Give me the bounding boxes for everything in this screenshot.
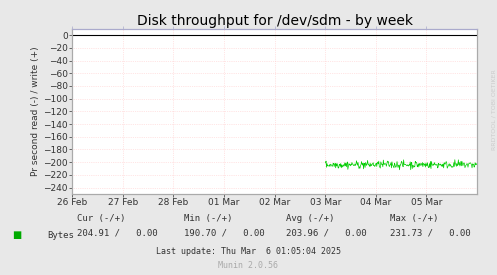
Text: 204.91 /   0.00: 204.91 / 0.00 [77, 228, 158, 237]
Text: Bytes: Bytes [47, 231, 74, 240]
Text: Max (-/+): Max (-/+) [390, 214, 438, 223]
Text: Munin 2.0.56: Munin 2.0.56 [219, 261, 278, 270]
Text: Cur (-/+): Cur (-/+) [77, 214, 125, 223]
Text: Avg (-/+): Avg (-/+) [286, 214, 334, 223]
Title: Disk throughput for /dev/sdm - by week: Disk throughput for /dev/sdm - by week [137, 14, 413, 28]
Text: ■: ■ [12, 230, 22, 240]
Text: 231.73 /   0.00: 231.73 / 0.00 [390, 228, 471, 237]
Text: Min (-/+): Min (-/+) [184, 214, 232, 223]
Text: 190.70 /   0.00: 190.70 / 0.00 [184, 228, 264, 237]
Y-axis label: Pr second read (-) / write (+): Pr second read (-) / write (+) [31, 46, 40, 176]
Text: Last update: Thu Mar  6 01:05:04 2025: Last update: Thu Mar 6 01:05:04 2025 [156, 248, 341, 256]
Text: 203.96 /   0.00: 203.96 / 0.00 [286, 228, 366, 237]
Text: RRDTOOL / TOBI OETIKER: RRDTOOL / TOBI OETIKER [491, 70, 496, 150]
